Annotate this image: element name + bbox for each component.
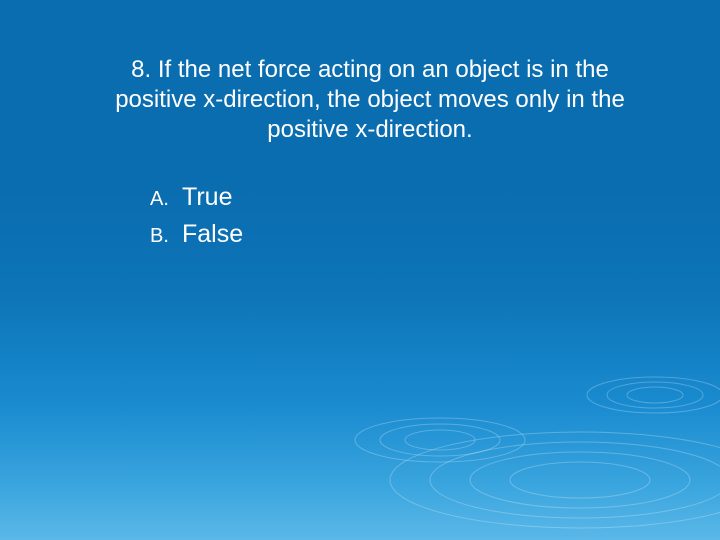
question-text: 8. If the net force acting on an object … — [95, 55, 645, 145]
option-text: False — [182, 220, 243, 248]
question-number: 8. — [131, 56, 151, 83]
option-letter: B. — [150, 222, 182, 250]
options-list: A.True B.False — [150, 180, 243, 254]
slide: 8. If the net force acting on an object … — [0, 0, 720, 540]
option-text: True — [182, 183, 232, 211]
question-body: If the net force acting on an object is … — [115, 56, 625, 143]
option-b: B.False — [150, 217, 243, 252]
option-letter: A. — [150, 185, 182, 213]
option-a: A.True — [150, 180, 243, 215]
